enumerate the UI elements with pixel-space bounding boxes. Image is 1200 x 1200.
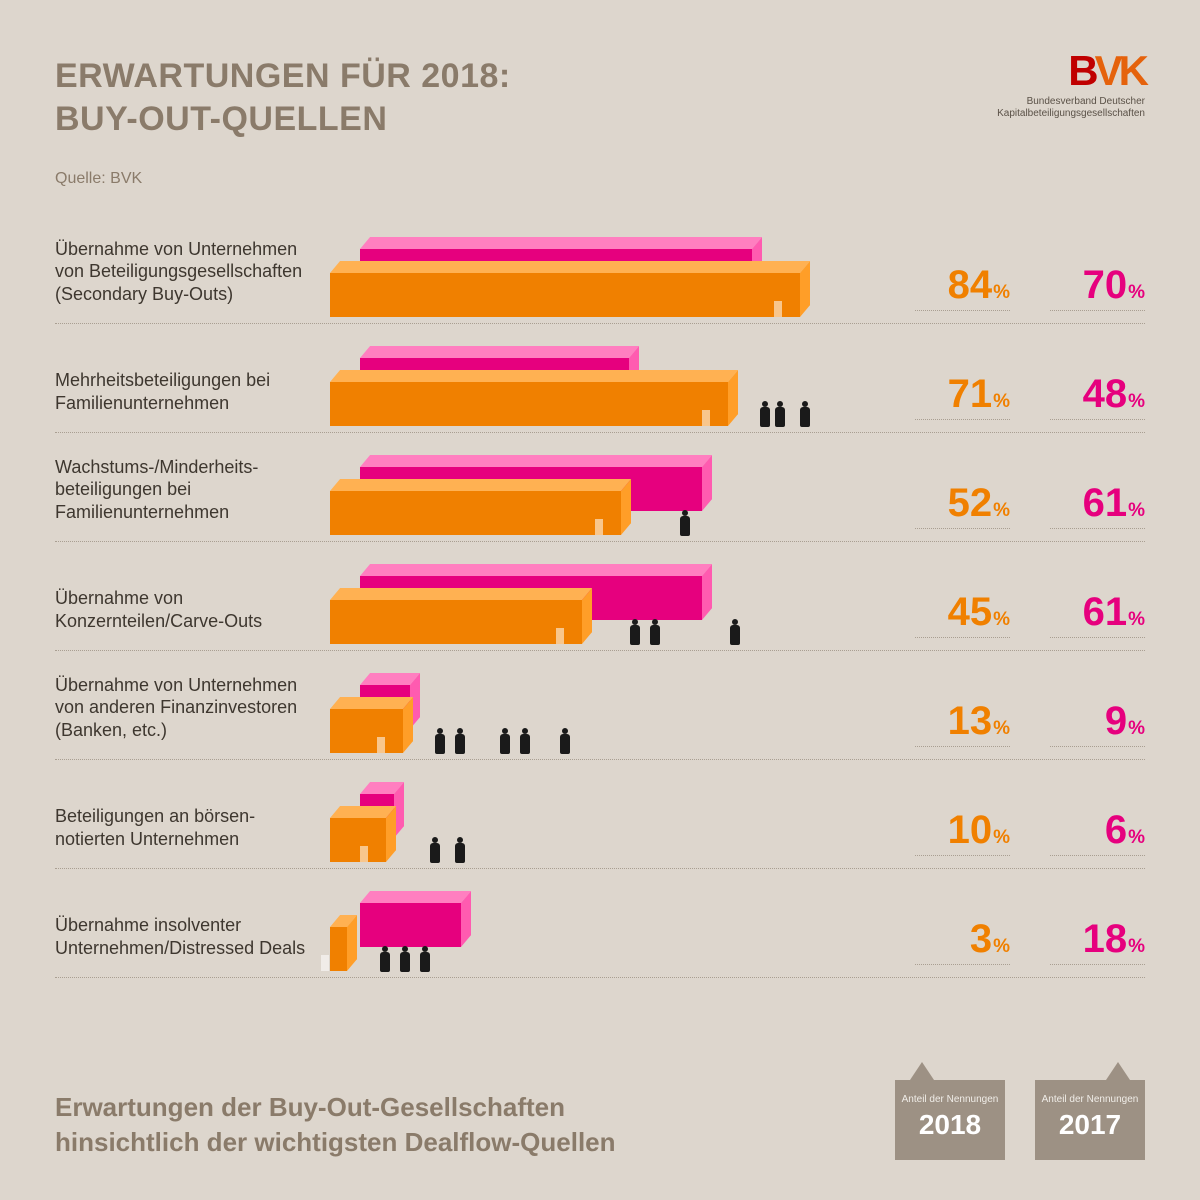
value-2017: 48% <box>1050 372 1145 420</box>
value-2017: 70% <box>1050 263 1145 311</box>
value-2018: 71% <box>915 372 1010 420</box>
page-title: ERWARTUNGEN FÜR 2018: BUY-OUT-QUELLEN <box>55 55 1145 140</box>
legend-year: 2018 <box>895 1109 1005 1141</box>
row-values: 52% 61% <box>915 481 1145 529</box>
chart-row: Übernahme von Konzernteilen/Carve-Outs 45… <box>55 542 1145 651</box>
person-icon <box>800 401 810 427</box>
bars-container <box>330 542 890 650</box>
person-icon <box>730 619 740 645</box>
source-label: Quelle: BVK <box>55 170 142 188</box>
person-icon <box>520 728 530 754</box>
person-icon <box>435 728 445 754</box>
title-line-1: ERWARTUNGEN FÜR 2018: <box>55 55 1145 98</box>
person-icon <box>420 946 430 972</box>
logo-mark: BVK <box>997 50 1145 92</box>
logo-subtitle: Bundesverband Deutscher Kapitalbeteiligu… <box>997 96 1145 120</box>
bar-2018 <box>330 818 386 862</box>
row-values: 3% 18% <box>915 917 1145 965</box>
row-values: 10% 6% <box>915 808 1145 856</box>
legend-label: Anteil der Nennungen <box>895 1094 1005 1105</box>
legend-label: Anteil der Nennungen <box>1035 1094 1145 1105</box>
legend-year: 2017 <box>1035 1109 1145 1141</box>
value-2018: 3% <box>915 917 1010 965</box>
footer: Erwartungen der Buy-Out-Gesellschaften h… <box>55 1090 1145 1160</box>
row-label: Beteiligungen an börsen-notierten Untern… <box>55 805 315 850</box>
person-icon <box>650 619 660 645</box>
person-icon <box>380 946 390 972</box>
person-icon <box>560 728 570 754</box>
chart-row: Übernahme von Unternehmen von Beteiligun… <box>55 215 1145 324</box>
bar-chart: Übernahme von Unternehmen von Beteiligun… <box>55 215 1145 978</box>
bars-container <box>330 760 890 868</box>
value-2018: 52% <box>915 481 1010 529</box>
bar-2018 <box>330 600 582 644</box>
bars-container <box>330 433 890 541</box>
bars-container <box>330 869 890 977</box>
row-label: Mehrheitsbeteiligungen bei Familienunter… <box>55 369 315 414</box>
value-2017: 18% <box>1050 917 1145 965</box>
row-values: 71% 48% <box>915 372 1145 420</box>
title-line-2: BUY-OUT-QUELLEN <box>55 98 1145 141</box>
row-label: Übernahme insolventer Unternehmen/Distre… <box>55 914 315 959</box>
value-2018: 45% <box>915 590 1010 638</box>
row-label: Übernahme von Konzernteilen/Carve-Outs <box>55 587 315 632</box>
bvk-logo: BVK Bundesverband Deutscher Kapitalbetei… <box>997 50 1145 120</box>
bar-2018 <box>330 273 800 317</box>
legend: Anteil der Nennungen 2018 Anteil der Nen… <box>895 1080 1145 1160</box>
person-icon <box>500 728 510 754</box>
row-label: Übernahme von Unternehmen von Beteiligun… <box>55 238 315 306</box>
person-icon <box>775 401 785 427</box>
person-icon <box>630 619 640 645</box>
bars-container <box>330 215 890 323</box>
row-values: 45% 61% <box>915 590 1145 638</box>
person-icon <box>455 837 465 863</box>
header: ERWARTUNGEN FÜR 2018: BUY-OUT-QUELLEN BV… <box>55 55 1145 140</box>
bar-2018 <box>330 709 403 753</box>
chart-row: Beteiligungen an börsen-notierten Untern… <box>55 760 1145 869</box>
row-values: 13% 9% <box>915 699 1145 747</box>
bars-container <box>330 651 890 759</box>
chart-row: Übernahme insolventer Unternehmen/Distre… <box>55 869 1145 978</box>
bar-2018 <box>330 491 621 535</box>
row-values: 84% 70% <box>915 263 1145 311</box>
person-icon <box>455 728 465 754</box>
bars-container <box>330 324 890 432</box>
chart-row: Mehrheitsbeteiligungen bei Familienunter… <box>55 324 1145 433</box>
bar-2017 <box>360 903 461 947</box>
value-2018: 13% <box>915 699 1010 747</box>
chart-row: Wachstums-/Minderheits-beteiligungen bei… <box>55 433 1145 542</box>
person-icon <box>680 510 690 536</box>
chart-row: Übernahme von Unternehmen von anderen Fi… <box>55 651 1145 760</box>
value-2018: 84% <box>915 263 1010 311</box>
row-label: Wachstums-/Minderheits-beteiligungen bei… <box>55 456 315 524</box>
value-2017: 9% <box>1050 699 1145 747</box>
person-icon <box>400 946 410 972</box>
person-icon <box>430 837 440 863</box>
legend-2017: Anteil der Nennungen 2017 <box>1035 1080 1145 1160</box>
value-2017: 61% <box>1050 481 1145 529</box>
value-2017: 6% <box>1050 808 1145 856</box>
row-label: Übernahme von Unternehmen von anderen Fi… <box>55 674 315 742</box>
value-2017: 61% <box>1050 590 1145 638</box>
value-2018: 10% <box>915 808 1010 856</box>
legend-2018: Anteil der Nennungen 2018 <box>895 1080 1005 1160</box>
bar-2018 <box>330 927 347 971</box>
bar-2018 <box>330 382 728 426</box>
person-icon <box>760 401 770 427</box>
